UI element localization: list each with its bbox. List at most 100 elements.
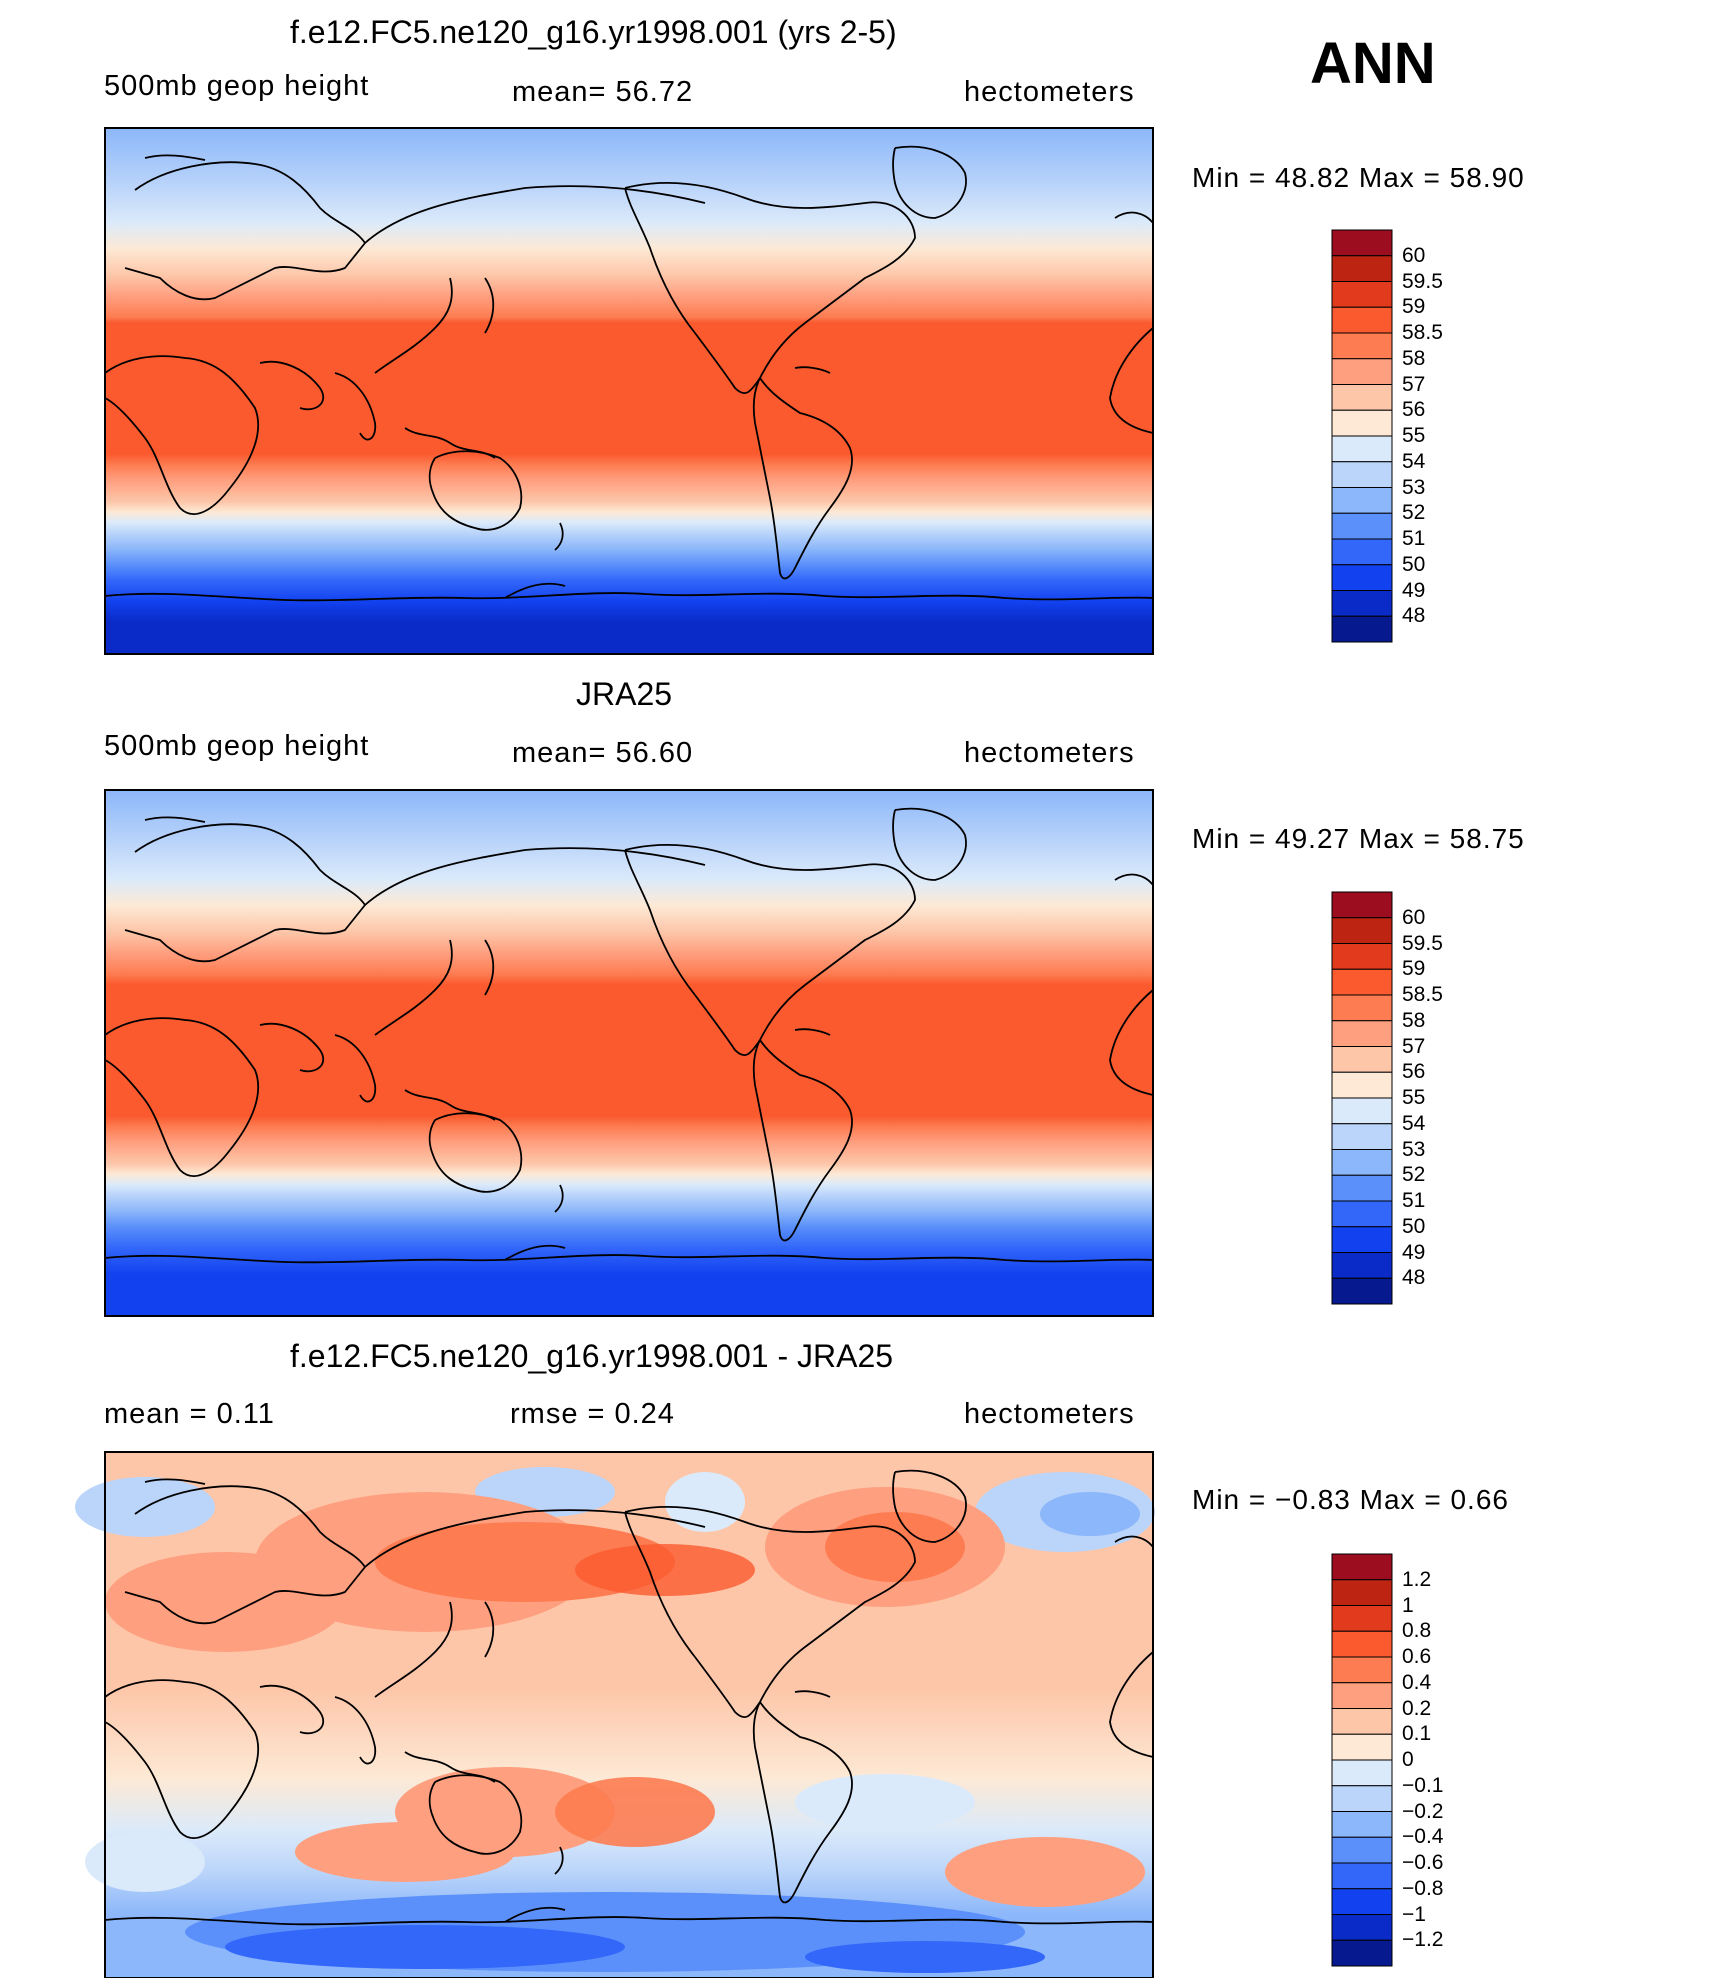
panel-1-field-label: 500mb geop height <box>104 70 370 102</box>
colorbar-swatch <box>1331 435 1393 463</box>
colorbar-tick-label: −0.2 <box>1402 1799 1444 1823</box>
colorbar-tick-label: 54 <box>1402 449 1426 473</box>
colorbar-swatch <box>1331 1656 1393 1684</box>
colorbar-swatch <box>1331 1097 1393 1125</box>
colorbar-tick-label: 0.2 <box>1402 1696 1432 1720</box>
colorbar-swatch <box>1331 255 1393 282</box>
colorbar-swatch <box>1331 1836 1393 1864</box>
colorbar-swatch <box>1331 994 1393 1022</box>
colorbar-swatch <box>1331 917 1393 944</box>
colorbar-swatch <box>1331 1174 1393 1202</box>
panel-1-colorbar <box>1331 229 1393 643</box>
colorbar-tick-label: 53 <box>1402 475 1426 499</box>
colorbar-swatch <box>1331 1708 1393 1735</box>
colorbar-swatch <box>1331 1811 1393 1838</box>
colorbar-swatch <box>1331 1071 1393 1099</box>
colorbar-swatch <box>1331 1785 1393 1812</box>
colorbar-swatch <box>1331 590 1393 617</box>
colorbar-swatch <box>1331 358 1393 385</box>
panel-2-map <box>104 789 1154 1317</box>
season-label: ANN <box>1310 31 1436 96</box>
colorbar-swatch <box>1331 461 1393 488</box>
panel-2-field-label: 500mb geop height <box>104 730 370 762</box>
colorbar-tick-label: 58 <box>1402 1008 1426 1032</box>
colorbar-swatch <box>1331 332 1393 360</box>
colorbar-tick-label: 0 <box>1402 1748 1414 1771</box>
colorbar-swatch <box>1331 409 1393 437</box>
colorbar-swatch <box>1331 1733 1393 1761</box>
colorbar-tick-label: −0.1 <box>1402 1773 1444 1797</box>
colorbar-tick-label: −0.4 <box>1402 1825 1444 1849</box>
colorbar-tick-label: −0.8 <box>1402 1876 1444 1900</box>
colorbar-tick-label: 58.5 <box>1402 321 1443 344</box>
colorbar-swatch <box>1331 1277 1393 1305</box>
panel-3-title: f.e12.FC5.ne120_g16.yr1998.001 - JRA25 <box>290 1338 894 1374</box>
colorbar-swatch <box>1331 1888 1393 1915</box>
colorbar-swatch <box>1331 1046 1393 1073</box>
panel-3-minmax: Min = −0.83 Max = 0.66 <box>1192 1484 1509 1515</box>
colorbar-swatch <box>1331 229 1393 257</box>
colorbar-swatch <box>1331 564 1393 591</box>
colorbar-tick-label: 57 <box>1402 372 1426 396</box>
colorbar-tick-label: 49 <box>1402 1240 1426 1264</box>
colorbar-tick-label: 58 <box>1402 346 1426 370</box>
colorbar-swatch <box>1331 1149 1393 1176</box>
colorbar-tick-label: 49 <box>1402 578 1426 602</box>
colorbar-swatch <box>1331 968 1393 996</box>
colorbar-tick-label: 59.5 <box>1402 269 1443 293</box>
colorbar-tick-label: 52 <box>1402 501 1426 525</box>
colorbar-swatch <box>1331 384 1393 411</box>
colorbar-swatch <box>1331 1579 1393 1606</box>
colorbar-swatch <box>1331 1862 1393 1890</box>
colorbar-tick-label: 55 <box>1402 424 1426 447</box>
colorbar-tick-label: −0.6 <box>1402 1851 1444 1874</box>
colorbar-tick-label: 56 <box>1402 398 1426 422</box>
colorbar-swatch <box>1331 1553 1393 1581</box>
colorbar-swatch <box>1331 487 1393 514</box>
colorbar-tick-label: 59 <box>1402 295 1426 319</box>
colorbar-tick-label: 56 <box>1402 1060 1426 1084</box>
colorbar-swatch <box>1331 1123 1393 1150</box>
colorbar-swatch <box>1331 1252 1393 1279</box>
colorbar-tick-label: 50 <box>1402 1214 1426 1238</box>
colorbar-tick-label: 0.4 <box>1402 1670 1432 1694</box>
colorbar-swatch <box>1331 943 1393 970</box>
colorbar-swatch <box>1331 538 1393 566</box>
colorbar-tick-label: 55 <box>1402 1086 1426 1109</box>
colorbar-tick-label: −1.2 <box>1402 1928 1444 1952</box>
colorbar-tick-label: 53 <box>1402 1137 1426 1161</box>
colorbar-tick-label: 58.5 <box>1402 983 1443 1006</box>
colorbar-tick-label: 51 <box>1402 1189 1426 1212</box>
colorbar-tick-label: 52 <box>1402 1163 1426 1187</box>
colorbar-swatch <box>1331 1939 1393 1967</box>
colorbar-swatch <box>1331 306 1393 334</box>
colorbar-tick-label: 51 <box>1402 527 1426 550</box>
colorbar-tick-label: 60 <box>1402 243 1426 267</box>
panel-2-units-label: hectometers <box>964 737 1135 769</box>
panel-3-mean-label: mean = 0.11 <box>104 1398 275 1430</box>
colorbar-swatch <box>1331 891 1393 919</box>
colorbar-tick-label: 0.8 <box>1402 1619 1432 1643</box>
colorbar-swatch <box>1331 281 1393 308</box>
colorbar-swatch <box>1331 1630 1393 1658</box>
colorbar-tick-label: 50 <box>1402 552 1426 576</box>
panel-2-title: JRA25 <box>576 676 673 712</box>
colorbar-swatch <box>1331 512 1393 540</box>
colorbar-tick-label: 1.2 <box>1402 1567 1432 1591</box>
panel-1-minmax: Min = 48.82 Max = 58.90 <box>1192 162 1525 193</box>
colorbar-swatch <box>1331 1914 1393 1941</box>
panel-1-map <box>104 127 1154 655</box>
colorbar-tick-label: 48 <box>1402 1266 1426 1290</box>
panel-2-mean-label: mean= 56.60 <box>512 737 694 769</box>
colorbar-swatch <box>1331 1759 1393 1787</box>
colorbar-swatch <box>1331 615 1393 643</box>
colorbar-tick-label: 54 <box>1402 1111 1426 1135</box>
colorbar-swatch <box>1331 1226 1393 1253</box>
colorbar-tick-label: 0.1 <box>1402 1722 1432 1746</box>
panel-1-title: f.e12.FC5.ne120_g16.yr1998.001 (yrs 2-5) <box>290 14 897 50</box>
panel-1-units-label: hectometers <box>964 76 1135 108</box>
colorbar-tick-label: 48 <box>1402 604 1426 628</box>
colorbar-tick-label: 0.6 <box>1402 1645 1432 1668</box>
colorbar-swatch <box>1331 1020 1393 1047</box>
panel-3-map <box>75 1451 1155 1978</box>
